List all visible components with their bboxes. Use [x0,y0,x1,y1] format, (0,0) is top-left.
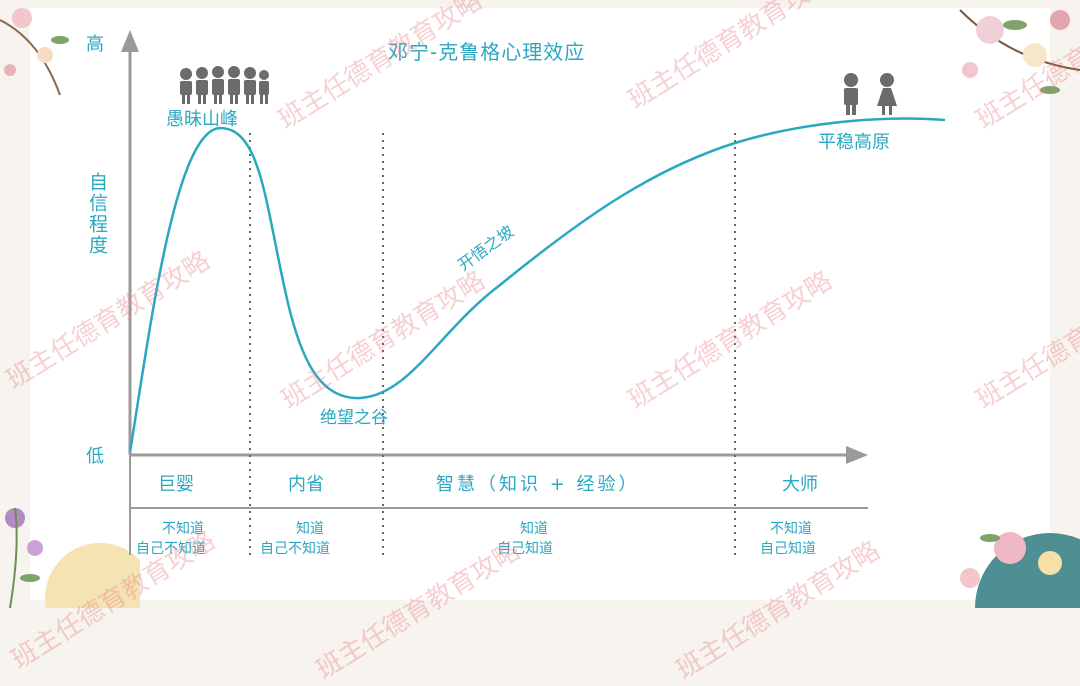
chart-panel [30,8,1050,600]
flower-decoration-top-left [0,8,69,96]
flower-decoration-bottom-left [5,507,140,608]
crowd-icon [180,66,269,104]
y-axis-title: 自信程度 [86,172,108,256]
dunning-kruger-diagram [121,30,946,555]
plateau-label: 平稳高原 [818,132,890,153]
stage-desc-2-line1: 知道 [296,521,324,537]
stage-desc-1-line1: 不知道 [162,521,204,537]
flower-decoration-top-right [959,9,1080,94]
peak-label: 愚昧山峰 [166,109,238,130]
stage-desc-2-line2: 自己不知道 [260,541,330,557]
confidence-curve [128,117,946,453]
y-axis-arrow [121,30,139,52]
flower-decoration-bottom-right [960,532,1080,608]
stage-desc-4-line2: 自己知道 [760,541,816,557]
stage-name-4: 大师 [782,474,818,495]
stage-desc-1-line2: 自己不知道 [136,541,206,557]
stage-desc-4-line1: 不知道 [770,521,812,537]
stage-name-1: 巨婴 [158,474,194,495]
valley-label: 绝望之谷 [320,408,388,428]
x-axis-arrow [846,446,868,464]
stage-name-2: 内省 [288,474,324,495]
pair-people-icon [844,73,897,115]
diagram-title: 邓宁-克鲁格心理效应 [388,40,586,64]
stage-name-3: 智慧（知识 + 经验） [436,474,640,495]
stage-desc-3-line1: 知道 [520,521,548,537]
y-axis-high-label: 高 [86,34,104,55]
stage-desc-3-line2: 自己知道 [497,541,553,557]
y-axis-low-label: 低 [86,446,104,467]
